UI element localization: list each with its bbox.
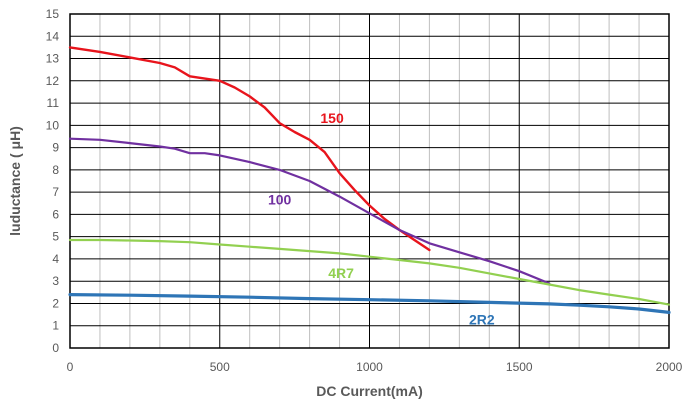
y-tick-label: 12 (46, 74, 60, 88)
series-label-4r7: 4R7 (328, 265, 354, 281)
x-tick-label: 1000 (356, 360, 383, 374)
series-line-150 (68, 46, 431, 252)
x-tick-label: 2000 (656, 360, 683, 374)
series-label-2r2: 2R2 (469, 312, 495, 328)
y-tick-label: 7 (52, 185, 59, 199)
y-tick-label: 9 (52, 141, 59, 155)
x-axis-title: DC Current(mA) (316, 383, 423, 399)
y-tick-label: 0 (52, 341, 59, 355)
y-tick-label: 14 (46, 29, 60, 43)
series-line-100 (68, 137, 551, 285)
x-tick-label: 0 (67, 360, 74, 374)
series-label-150: 150 (320, 110, 344, 126)
y-tick-label: 4 (52, 252, 59, 266)
x-tick-label: 1500 (506, 360, 533, 374)
y-tick-label: 11 (47, 96, 60, 110)
minor-gridlines (99, 14, 640, 348)
y-tick-label: 6 (52, 207, 59, 221)
y-tick-label: 3 (52, 274, 59, 288)
plot-frame (69, 13, 670, 349)
series-lines (68, 46, 671, 314)
y-tick-label: 8 (52, 163, 59, 177)
y-axis-title: luductance ( μH) (7, 126, 23, 236)
x-tick-label: 500 (210, 360, 230, 374)
series-line-4r7 (68, 238, 671, 306)
y-tick-label: 5 (52, 230, 59, 244)
y-tick-label: 2 (52, 296, 59, 310)
series-label-100: 100 (268, 191, 292, 207)
y-tick-label: 1 (52, 319, 59, 333)
y-tick-label: 13 (46, 52, 60, 66)
y-tick-label: 10 (46, 118, 60, 132)
x-tick-labels: 0 500 1000 1500 2000 (67, 360, 683, 374)
series-line-2r2 (68, 293, 671, 314)
y-tick-label: 15 (46, 7, 60, 21)
series-labels: 150 100 4R7 2R2 (268, 110, 495, 328)
